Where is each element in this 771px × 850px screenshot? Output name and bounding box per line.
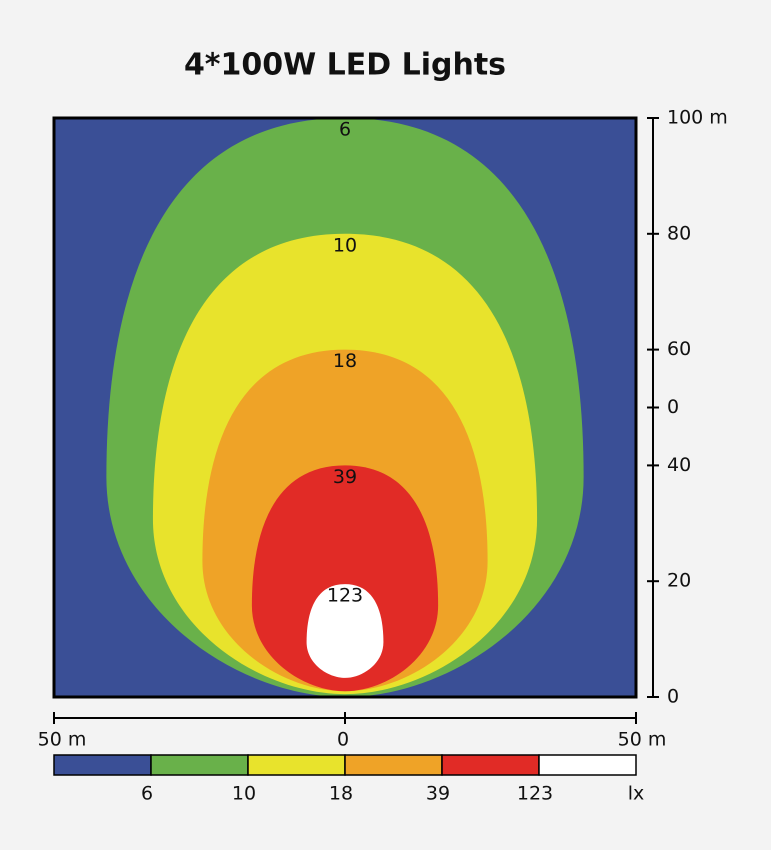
contour-label: 18 [333,350,357,372]
y-tick-label: 0 [667,396,679,418]
y-tick-label: 80 [667,222,691,244]
isolux-contour [306,584,384,678]
legend-unit: lx [628,783,645,805]
contour-label: 6 [339,119,351,141]
legend-label: 18 [329,783,353,805]
legend-swatch [247,754,346,776]
x-tick-label: 0 [337,729,349,751]
y-tick-label: 0 [667,686,679,708]
legend-label: 123 [517,783,553,805]
legend-swatch [538,754,637,776]
legend-label: 10 [232,783,256,805]
contour-label: 10 [333,234,357,256]
legend-swatch [344,754,443,776]
y-tick-label: 20 [667,570,691,592]
legend-label: 6 [141,783,153,805]
chart-title: 4*100W LED Lights [184,48,506,83]
contour-label: 39 [333,466,357,488]
x-tick-label: 50 m [38,729,87,751]
plot-frame [52,116,638,699]
legend-label: 39 [426,783,450,805]
x-tick-label: 50 m [618,729,667,751]
y-tick-label: 60 [667,338,691,360]
isolux-contour [251,465,439,692]
legend-swatch [53,754,152,776]
legend-swatch [150,754,249,776]
contour-label: 123 [327,585,363,607]
legend-swatch [441,754,540,776]
y-tick-label: 40 [667,454,691,476]
y-tick-label: 100 m [667,107,728,129]
